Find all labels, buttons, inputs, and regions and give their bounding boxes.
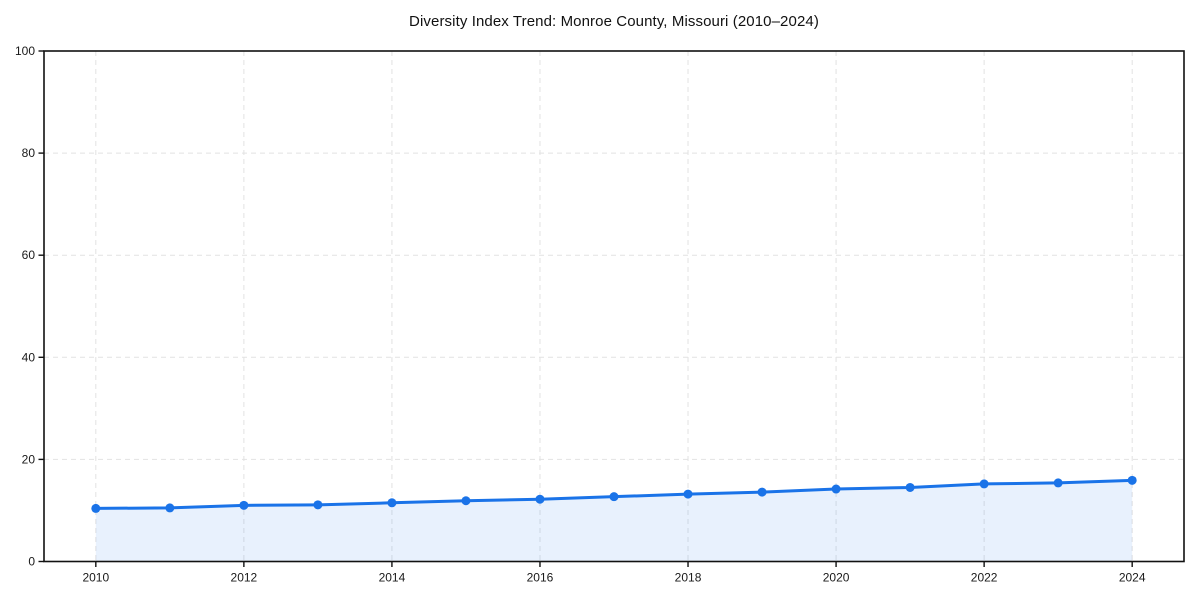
series-area-fill <box>95 480 1133 562</box>
data-point <box>683 489 693 499</box>
data-point <box>905 482 915 492</box>
y-tick-label: 40 <box>22 350 36 364</box>
data-point <box>979 479 989 489</box>
y-tick-label: 100 <box>15 44 35 58</box>
data-point <box>831 484 841 494</box>
x-tick-label: 2018 <box>675 571 702 585</box>
data-point <box>1053 478 1063 488</box>
plot-border <box>43 50 1185 563</box>
y-tick-label: 0 <box>28 555 35 569</box>
data-point <box>461 496 471 506</box>
x-tick-label: 2016 <box>527 571 554 585</box>
y-tick-label: 20 <box>22 452 36 466</box>
x-tick-label: 2022 <box>971 571 998 585</box>
x-tick-label: 2012 <box>231 571 258 585</box>
data-point <box>1127 475 1137 485</box>
data-point <box>239 500 249 510</box>
data-point <box>535 494 545 504</box>
data-point <box>91 503 101 513</box>
data-point <box>313 500 323 510</box>
x-tick-label: 2010 <box>82 571 109 585</box>
data-point <box>165 503 175 513</box>
y-tick-label: 80 <box>22 146 36 160</box>
x-tick-label: 2014 <box>379 571 406 585</box>
x-tick-label: 2020 <box>823 571 850 585</box>
data-point <box>757 487 767 497</box>
data-point <box>609 492 619 502</box>
data-point <box>387 498 397 508</box>
x-tick-label: 2024 <box>1119 571 1146 585</box>
y-tick-label: 60 <box>22 248 36 262</box>
chart-title: Diversity Index Trend: Monroe County, Mi… <box>409 13 819 30</box>
